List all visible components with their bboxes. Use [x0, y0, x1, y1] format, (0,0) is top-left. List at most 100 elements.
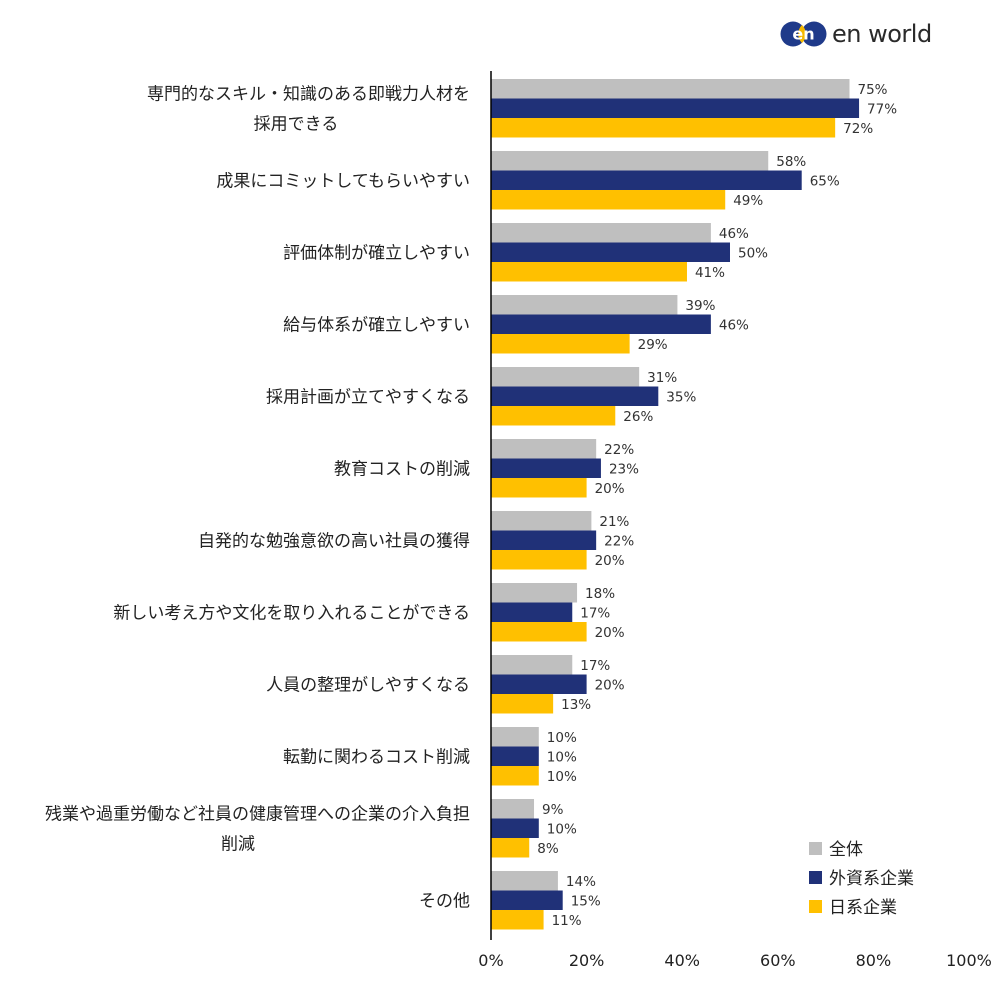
value-labels: 75%77%72%58%65%49%46%50%41%39%46%29%31%3… — [537, 82, 897, 929]
value-label: 22% — [604, 533, 634, 549]
value-label: 65% — [810, 173, 840, 189]
value-label: 20% — [595, 625, 625, 641]
bar-japanese-5 — [491, 478, 587, 498]
value-label: 10% — [547, 749, 577, 765]
bar-japanese-6 — [491, 550, 587, 570]
category-label: 評価体制が確立しやすい — [283, 243, 470, 263]
bar-group — [491, 79, 860, 930]
value-label: 10% — [547, 769, 577, 785]
bar-japanese-9 — [491, 766, 539, 786]
en-logo-icon: en — [780, 20, 828, 48]
category-label: 新しい考え方や文化を取り入れることができる — [113, 603, 470, 623]
bar-foreign-6 — [491, 530, 597, 550]
bar-japanese-2 — [491, 262, 687, 282]
bar-all-10 — [491, 799, 535, 819]
legend-swatch-japanese — [809, 900, 822, 913]
category-label: 成果にコミットしてもらいやすい — [216, 171, 470, 191]
value-label: 20% — [595, 677, 625, 693]
bar-japanese-10 — [491, 838, 530, 858]
category-label: 教育コストの削減 — [334, 459, 470, 479]
category-label: 削減 — [221, 834, 255, 854]
bar-foreign-11 — [491, 890, 563, 910]
brand-logo: en en world — [780, 17, 932, 51]
bar-foreign-8 — [491, 674, 587, 694]
bar-japanese-11 — [491, 910, 544, 930]
bar-japanese-3 — [491, 334, 630, 354]
x-tick-label: 100% — [946, 951, 992, 970]
category-label: 転勤に関わるコスト削減 — [283, 747, 470, 767]
bar-all-6 — [491, 511, 592, 531]
bar-japanese-1 — [491, 190, 726, 210]
value-label: 46% — [719, 226, 749, 242]
bar-all-11 — [491, 871, 558, 891]
value-label: 20% — [595, 481, 625, 497]
category-labels: 専門的なスキル・知識のある即戦力人材を採用できる成果にコミットしてもらいやすい評… — [45, 84, 470, 911]
value-label: 75% — [858, 82, 888, 98]
value-label: 35% — [666, 389, 696, 405]
bar-foreign-2 — [491, 242, 730, 262]
value-label: 31% — [647, 370, 677, 386]
bar-foreign-10 — [491, 818, 539, 838]
legend-label: 日系企業 — [829, 898, 897, 918]
value-label: 14% — [566, 874, 596, 890]
bar-all-1 — [491, 151, 769, 171]
bar-all-8 — [491, 655, 573, 675]
bar-all-3 — [491, 295, 678, 315]
category-label: 給与体系が確立しやすい — [283, 315, 470, 335]
value-label: 58% — [776, 154, 806, 170]
x-tick-label: 40% — [664, 951, 700, 970]
bar-foreign-4 — [491, 386, 659, 406]
brand-name: en world — [832, 20, 932, 48]
value-label: 29% — [638, 337, 668, 353]
x-tick-label: 60% — [760, 951, 796, 970]
bar-all-2 — [491, 223, 711, 243]
bar-all-4 — [491, 367, 640, 387]
value-label: 22% — [604, 442, 634, 458]
bar-foreign-5 — [491, 458, 601, 478]
bar-foreign-3 — [491, 314, 711, 334]
bar-all-0 — [491, 79, 850, 99]
x-tick-label: 0% — [478, 951, 503, 970]
bar-japanese-0 — [491, 118, 836, 138]
legend-swatch-foreign — [809, 871, 822, 884]
value-label: 72% — [843, 121, 873, 137]
svg-text:en: en — [792, 25, 814, 44]
value-label: 21% — [599, 514, 629, 530]
value-label: 11% — [552, 913, 582, 929]
bar-foreign-0 — [491, 98, 860, 118]
value-label: 15% — [571, 893, 601, 909]
bar-foreign-1 — [491, 170, 802, 190]
value-label: 41% — [695, 265, 725, 281]
value-label: 8% — [537, 841, 559, 857]
value-label: 10% — [547, 821, 577, 837]
category-label: 残業や過重労働など社員の健康管理への企業の介入負担 — [45, 804, 470, 824]
value-label: 9% — [542, 802, 564, 818]
axes: 0% 20% 40% 60% 80% 100% — [478, 71, 992, 970]
value-label: 23% — [609, 461, 639, 477]
value-label: 17% — [580, 605, 610, 621]
legend-swatch-all — [809, 842, 822, 855]
category-label: 専門的なスキル・知識のある即戦力人材を — [147, 84, 470, 104]
value-label: 13% — [561, 697, 591, 713]
legend-label: 外資系企業 — [829, 869, 914, 889]
value-label: 10% — [547, 730, 577, 746]
value-label: 50% — [738, 245, 768, 261]
legend-label: 全体 — [829, 840, 863, 860]
bar-all-5 — [491, 439, 597, 459]
x-tick-label: 20% — [569, 951, 605, 970]
category-label: 採用計画が立てやすくなる — [266, 387, 470, 407]
category-label: 採用できる — [254, 114, 339, 134]
bar-foreign-7 — [491, 602, 573, 622]
bar-japanese-7 — [491, 622, 587, 642]
value-label: 17% — [580, 658, 610, 674]
bar-japanese-8 — [491, 694, 554, 714]
value-label: 26% — [623, 409, 653, 425]
bar-japanese-4 — [491, 406, 616, 426]
value-label: 20% — [595, 553, 625, 569]
value-label: 39% — [685, 298, 715, 314]
bar-foreign-9 — [491, 746, 539, 766]
value-label: 18% — [585, 586, 615, 602]
category-label: 自発的な勉強意欲の高い社員の獲得 — [198, 531, 470, 551]
